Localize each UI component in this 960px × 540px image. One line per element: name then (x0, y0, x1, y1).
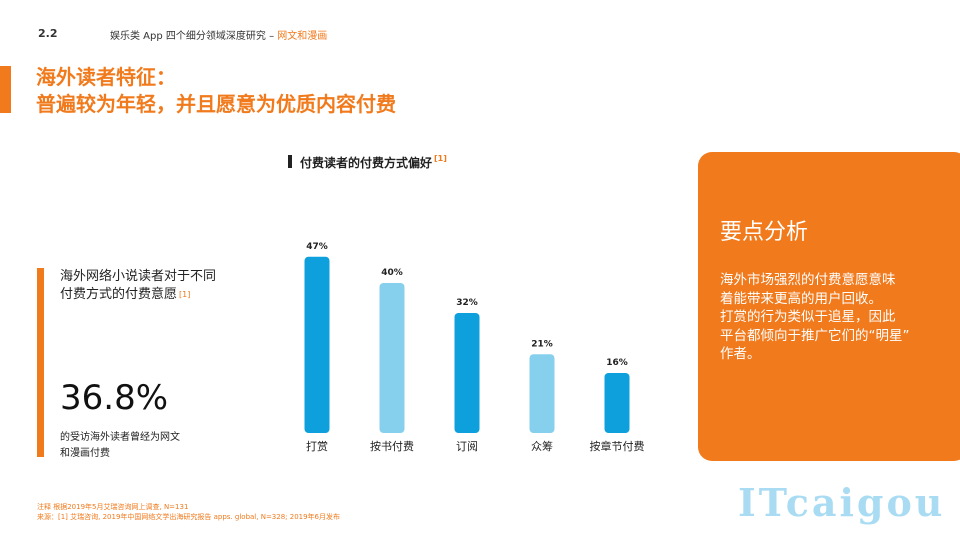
footnote-note: 注释 根据2019年5月艾瑞咨询网上调查, N=131 (37, 503, 189, 511)
panel-line4: 平台都倾向于推广它们的“明星” (720, 327, 910, 344)
panel-title: 要点分析 (720, 220, 809, 245)
panel-line3: 打赏的行为类似于追星，因此 (720, 309, 896, 325)
category-label-2: 订阅 (456, 440, 478, 453)
left-accent-rule (37, 268, 44, 457)
stat-value: 36.8% (60, 378, 169, 418)
key-points-panel (698, 152, 960, 461)
section-number: 2.2 (38, 27, 58, 40)
section-title: 娱乐类 App 四个细分领域深度研究 – 网文和漫画 (110, 27, 327, 42)
stat-desc-line2: 和漫画付费 (60, 448, 110, 459)
bar-value-label-1: 40% (381, 268, 403, 278)
panel-line1: 海外市场强烈的付费意愿意味 (720, 272, 896, 288)
bar-value-label-0: 47% (306, 242, 328, 252)
bar-4 (604, 373, 630, 433)
page-title-line1: 海外读者特征： (36, 65, 176, 89)
bar-3 (529, 354, 555, 433)
left-heading: 海外网络小说读者对于不同 付费方式的付费意愿 [1] (60, 268, 216, 304)
page-title-line2: 普遍较为年轻，并且愿意为优质内容付费 (36, 92, 396, 116)
panel-line5: 作者。 (720, 346, 761, 362)
section-title-highlight: 网文和漫画 (277, 31, 328, 42)
category-label-3: 众筹 (531, 439, 553, 453)
page-title: 海外读者特征： 普遍较为年轻，并且愿意为优质内容付费 (36, 64, 396, 118)
category-label-1: 按书付费 (370, 439, 414, 453)
left-heading-line2-wrap: 付费方式的付费意愿 [1] (60, 286, 216, 304)
category-label-0: 打赏 (306, 439, 328, 453)
category-label-4: 按章节付费 (590, 439, 645, 453)
footnote-source: 来源：[1] 艾瑞咨询, 2019年中国网络文学出海研究报告 apps. glo… (37, 513, 341, 521)
bar-value-label-3: 21% (531, 339, 553, 349)
panel-body: 海外市场强烈的付费意愿意味 着能带来更高的用户回收。 打赏的行为类似于追星，因此… (720, 271, 945, 364)
chart-title: 付费读者的付费方式偏好 [1] (300, 154, 447, 171)
bar-chart: 47% 打赏 40% 按书付费 32% 订阅 21% 众筹 16% 按章节付费 (304, 242, 645, 453)
watermark-logo: ITcaigou (738, 480, 946, 525)
stat-description: 的受访海外读者曾经为网文 和漫画付费 (60, 430, 210, 462)
chart-title-marker (288, 155, 292, 168)
section-title-main: 娱乐类 App 四个细分领域深度研究 – (110, 31, 278, 42)
bar-1 (379, 283, 405, 433)
bar-value-label-2: 32% (456, 298, 478, 308)
footnotes: 注释 根据2019年5月艾瑞咨询网上调查, N=131 来源：[1] 艾瑞咨询,… (37, 502, 340, 522)
chart-title-text: 付费读者的付费方式偏好 (300, 156, 433, 170)
left-heading-line1: 海外网络小说读者对于不同 (60, 269, 217, 284)
title-accent-bar (0, 66, 11, 113)
stat-desc-line1: 的受访海外读者曾经为网文 (60, 432, 180, 443)
chart-title-ref: [1] (434, 154, 447, 163)
panel-line2: 着能带来更高的用户回收。 (720, 290, 882, 307)
left-heading-ref: [1] (179, 290, 191, 299)
bar-0 (304, 256, 330, 433)
bar-2 (454, 313, 480, 433)
left-heading-line2: 付费方式的付费意愿 (60, 287, 178, 302)
bar-value-label-4: 16% (606, 358, 628, 368)
